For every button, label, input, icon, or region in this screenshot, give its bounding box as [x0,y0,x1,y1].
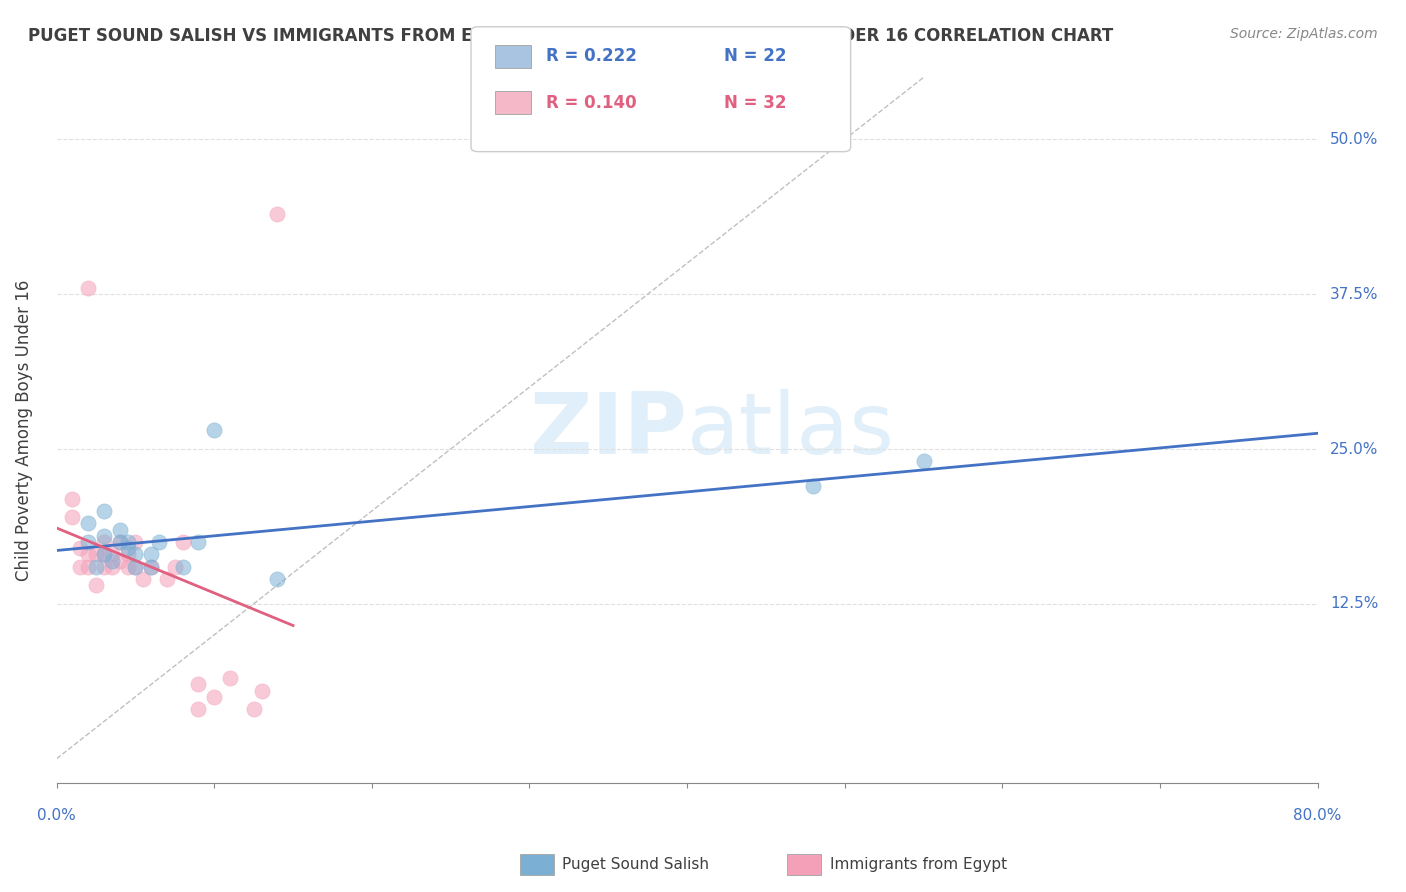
Point [100,559,122,574]
Text: 25.0%: 25.0% [1330,442,1378,457]
Point [100,553,122,567]
Point [124,559,146,574]
Point [60,491,83,506]
Point [60,510,83,524]
Point [912,454,935,468]
Point [156,572,179,586]
Point [77,516,100,531]
Point [117,547,139,561]
Point [219,671,242,685]
Point [187,677,209,691]
Point [148,535,170,549]
Y-axis label: Child Poverty Among Boys Under 16: Child Poverty Among Boys Under 16 [15,280,32,582]
Point [77,547,100,561]
Point [93,559,115,574]
Point [202,690,225,704]
Text: 80.0%: 80.0% [1294,808,1341,823]
Point [266,207,288,221]
Text: N = 32: N = 32 [724,94,786,112]
Point [172,559,194,574]
Point [84,559,107,574]
Point [69,541,91,555]
Point [124,559,146,574]
Point [93,529,115,543]
Point [69,559,91,574]
Point [117,541,139,555]
Point [77,281,100,295]
Point [100,547,122,561]
Point [77,535,100,549]
Text: Source: ZipAtlas.com: Source: ZipAtlas.com [1230,27,1378,41]
Point [93,547,115,561]
Point [93,547,115,561]
Text: 50.0%: 50.0% [1330,132,1378,147]
Point [172,535,194,549]
Text: Immigrants from Egypt: Immigrants from Egypt [830,857,1007,871]
Point [141,559,163,574]
Point [108,535,131,549]
Text: ZIP: ZIP [529,389,688,472]
Point [117,559,139,574]
Point [187,535,209,549]
Text: 12.5%: 12.5% [1330,597,1378,611]
Point [84,578,107,592]
Text: Puget Sound Salish: Puget Sound Salish [562,857,710,871]
Point [141,547,163,561]
Text: PUGET SOUND SALISH VS IMMIGRANTS FROM EGYPT CHILD POVERTY AMONG BOYS UNDER 16 CO: PUGET SOUND SALISH VS IMMIGRANTS FROM EG… [28,27,1114,45]
Point [93,535,115,549]
Point [132,572,155,586]
Text: atlas: atlas [688,389,896,472]
Point [77,559,100,574]
Text: R = 0.222: R = 0.222 [546,47,637,65]
Point [187,702,209,716]
Point [108,535,131,549]
Point [242,702,264,716]
Point [84,547,107,561]
Point [266,572,288,586]
Point [250,683,273,698]
Point [141,559,163,574]
Text: 0.0%: 0.0% [37,808,76,823]
Text: 37.5%: 37.5% [1330,286,1379,301]
Point [124,547,146,561]
Point [108,523,131,537]
Point [93,504,115,518]
Point [163,559,186,574]
Point [108,553,131,567]
Point [117,535,139,549]
Text: N = 22: N = 22 [724,47,786,65]
Point [801,479,824,493]
Text: R = 0.140: R = 0.140 [546,94,636,112]
Point [124,535,146,549]
Point [202,424,225,438]
